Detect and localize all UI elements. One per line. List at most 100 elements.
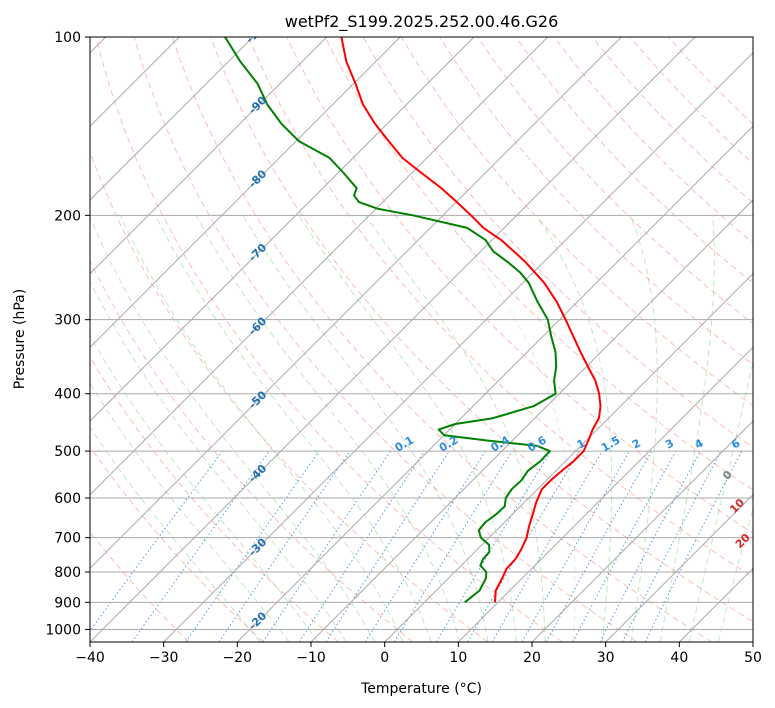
y-tick-label: 300 [54, 313, 81, 329]
y-tick-label: 900 [54, 595, 81, 611]
mixing-ratio-line [545, 450, 653, 642]
temperature-profile-line [340, 37, 602, 603]
x-tick-label: −40 [75, 650, 105, 666]
mixing-ratio-line [131, 450, 270, 642]
mixing-ratio-line [599, 450, 701, 642]
dry-adiabat [591, 37, 753, 204]
isotherm-label: -60 [246, 314, 269, 337]
isotherm-line [678, 567, 753, 642]
mixing-ratio-label: 8 [759, 437, 772, 452]
moist-adiabat [298, 215, 517, 642]
moist-adiabat [90, 334, 319, 642]
y-tick-label: 700 [54, 531, 81, 547]
x-tick-label: 20 [523, 650, 541, 666]
isotherm-line [531, 420, 753, 642]
profile-lines [224, 37, 602, 604]
moist-adiabat [630, 215, 658, 642]
mixing-ratio-line [90, 450, 223, 632]
moist-adiabat-label: 10 [727, 496, 747, 516]
mixing-ratio-line [262, 450, 392, 642]
moist-adiabat [155, 215, 432, 642]
isotherm-line [605, 493, 753, 642]
moist-adiabat [120, 215, 404, 642]
dry-adiabat [133, 37, 638, 642]
isotherm-line [90, 37, 696, 642]
mixing-ratio-line [185, 450, 320, 642]
isotherm-label: -100 [243, 17, 272, 46]
x-axis-label: Temperature (°C) [360, 681, 482, 697]
mixing-ratio-label: 3 [663, 437, 676, 452]
isotherm-line [90, 37, 328, 275]
dry-adiabat [668, 37, 753, 125]
moist-adiabat [717, 506, 753, 642]
dry-adiabat [248, 37, 753, 578]
y-tick-label: 400 [54, 387, 81, 403]
moist-adiabat-label: 20 [733, 531, 753, 551]
isotherm-label: -30 [246, 535, 269, 558]
mixing-ratio-line [298, 450, 425, 642]
dry-adiabat [210, 37, 753, 623]
x-tick-label: 0 [380, 650, 389, 666]
x-tick-label: 10 [449, 650, 467, 666]
isotherm-line [163, 51, 753, 642]
y-tick-label: 500 [54, 444, 81, 460]
moist-adiabat [364, 215, 546, 642]
x-tick-label: 30 [597, 650, 615, 666]
moist-adiabat [90, 279, 347, 642]
mixing-ratio-line [435, 450, 552, 642]
x-tick-label: 40 [670, 650, 688, 666]
dry-adiabat [90, 531, 190, 642]
dry-adiabat [95, 37, 563, 642]
moist-adiabat [659, 215, 715, 642]
dry-adiabat [515, 37, 753, 284]
isotherm-line [90, 37, 475, 422]
chart-title: wetPf2_S199.2025.252.00.46.G26 [285, 12, 559, 32]
isotherm-line [90, 37, 254, 201]
mixing-ratio-line [521, 450, 630, 642]
moist-adiabat [90, 382, 290, 642]
dry-adiabat [90, 150, 488, 642]
dry-adiabat [324, 37, 753, 491]
isotherm-line [90, 37, 549, 496]
moist-adiabat-label: 30 [750, 558, 770, 578]
mixing-ratio-line [325, 450, 450, 642]
dry-adiabat [90, 445, 264, 642]
x-tick-label: −10 [296, 650, 326, 666]
dewpoint-profile-line [224, 37, 558, 604]
x-tick-label: −30 [149, 650, 179, 666]
dry-adiabat [90, 356, 339, 642]
moist-adiabat-label: 40 [766, 586, 775, 606]
isotherm-line [310, 199, 753, 642]
mixing-ratio-line [218, 450, 351, 642]
axes: −40 −30 −20 −10 0 10 20 30 40 5010020030040050060… [45, 30, 762, 666]
isotherm-line [752, 641, 753, 642]
moist-adiabat [90, 215, 376, 642]
y-tick-label: 800 [54, 565, 81, 581]
moist-adiabat [195, 215, 461, 642]
y-tick-label: 1000 [45, 622, 81, 638]
dry-adiabat [90, 259, 414, 642]
plot-frame [89, 36, 754, 643]
background-lines [90, 37, 753, 642]
isotherm-line [90, 37, 622, 570]
mixing-ratio-label: 2 [630, 437, 643, 452]
dry-adiabat [171, 37, 712, 642]
moist-adiabat [90, 426, 261, 642]
mixing-ratio-line [572, 450, 677, 642]
moist-adiabat [444, 215, 576, 642]
y-tick-label: 200 [54, 208, 81, 224]
isotherm-label: -90 [246, 93, 269, 116]
dry-adiabat [477, 37, 753, 325]
mixing-ratio-line [393, 450, 513, 642]
isotherm-label: -10 [246, 683, 269, 706]
isotherm-line [236, 125, 753, 642]
moist-adiabat [536, 215, 613, 642]
isotherm-line [384, 272, 753, 642]
y-tick-label: 100 [54, 30, 81, 46]
mixing-ratio-line [644, 450, 743, 642]
y-axis-label: Pressure (hPa) [12, 289, 28, 389]
isotherm-line [457, 346, 753, 642]
moist-adiabat-label: 0 [720, 468, 735, 483]
dry-adiabat [286, 37, 753, 534]
